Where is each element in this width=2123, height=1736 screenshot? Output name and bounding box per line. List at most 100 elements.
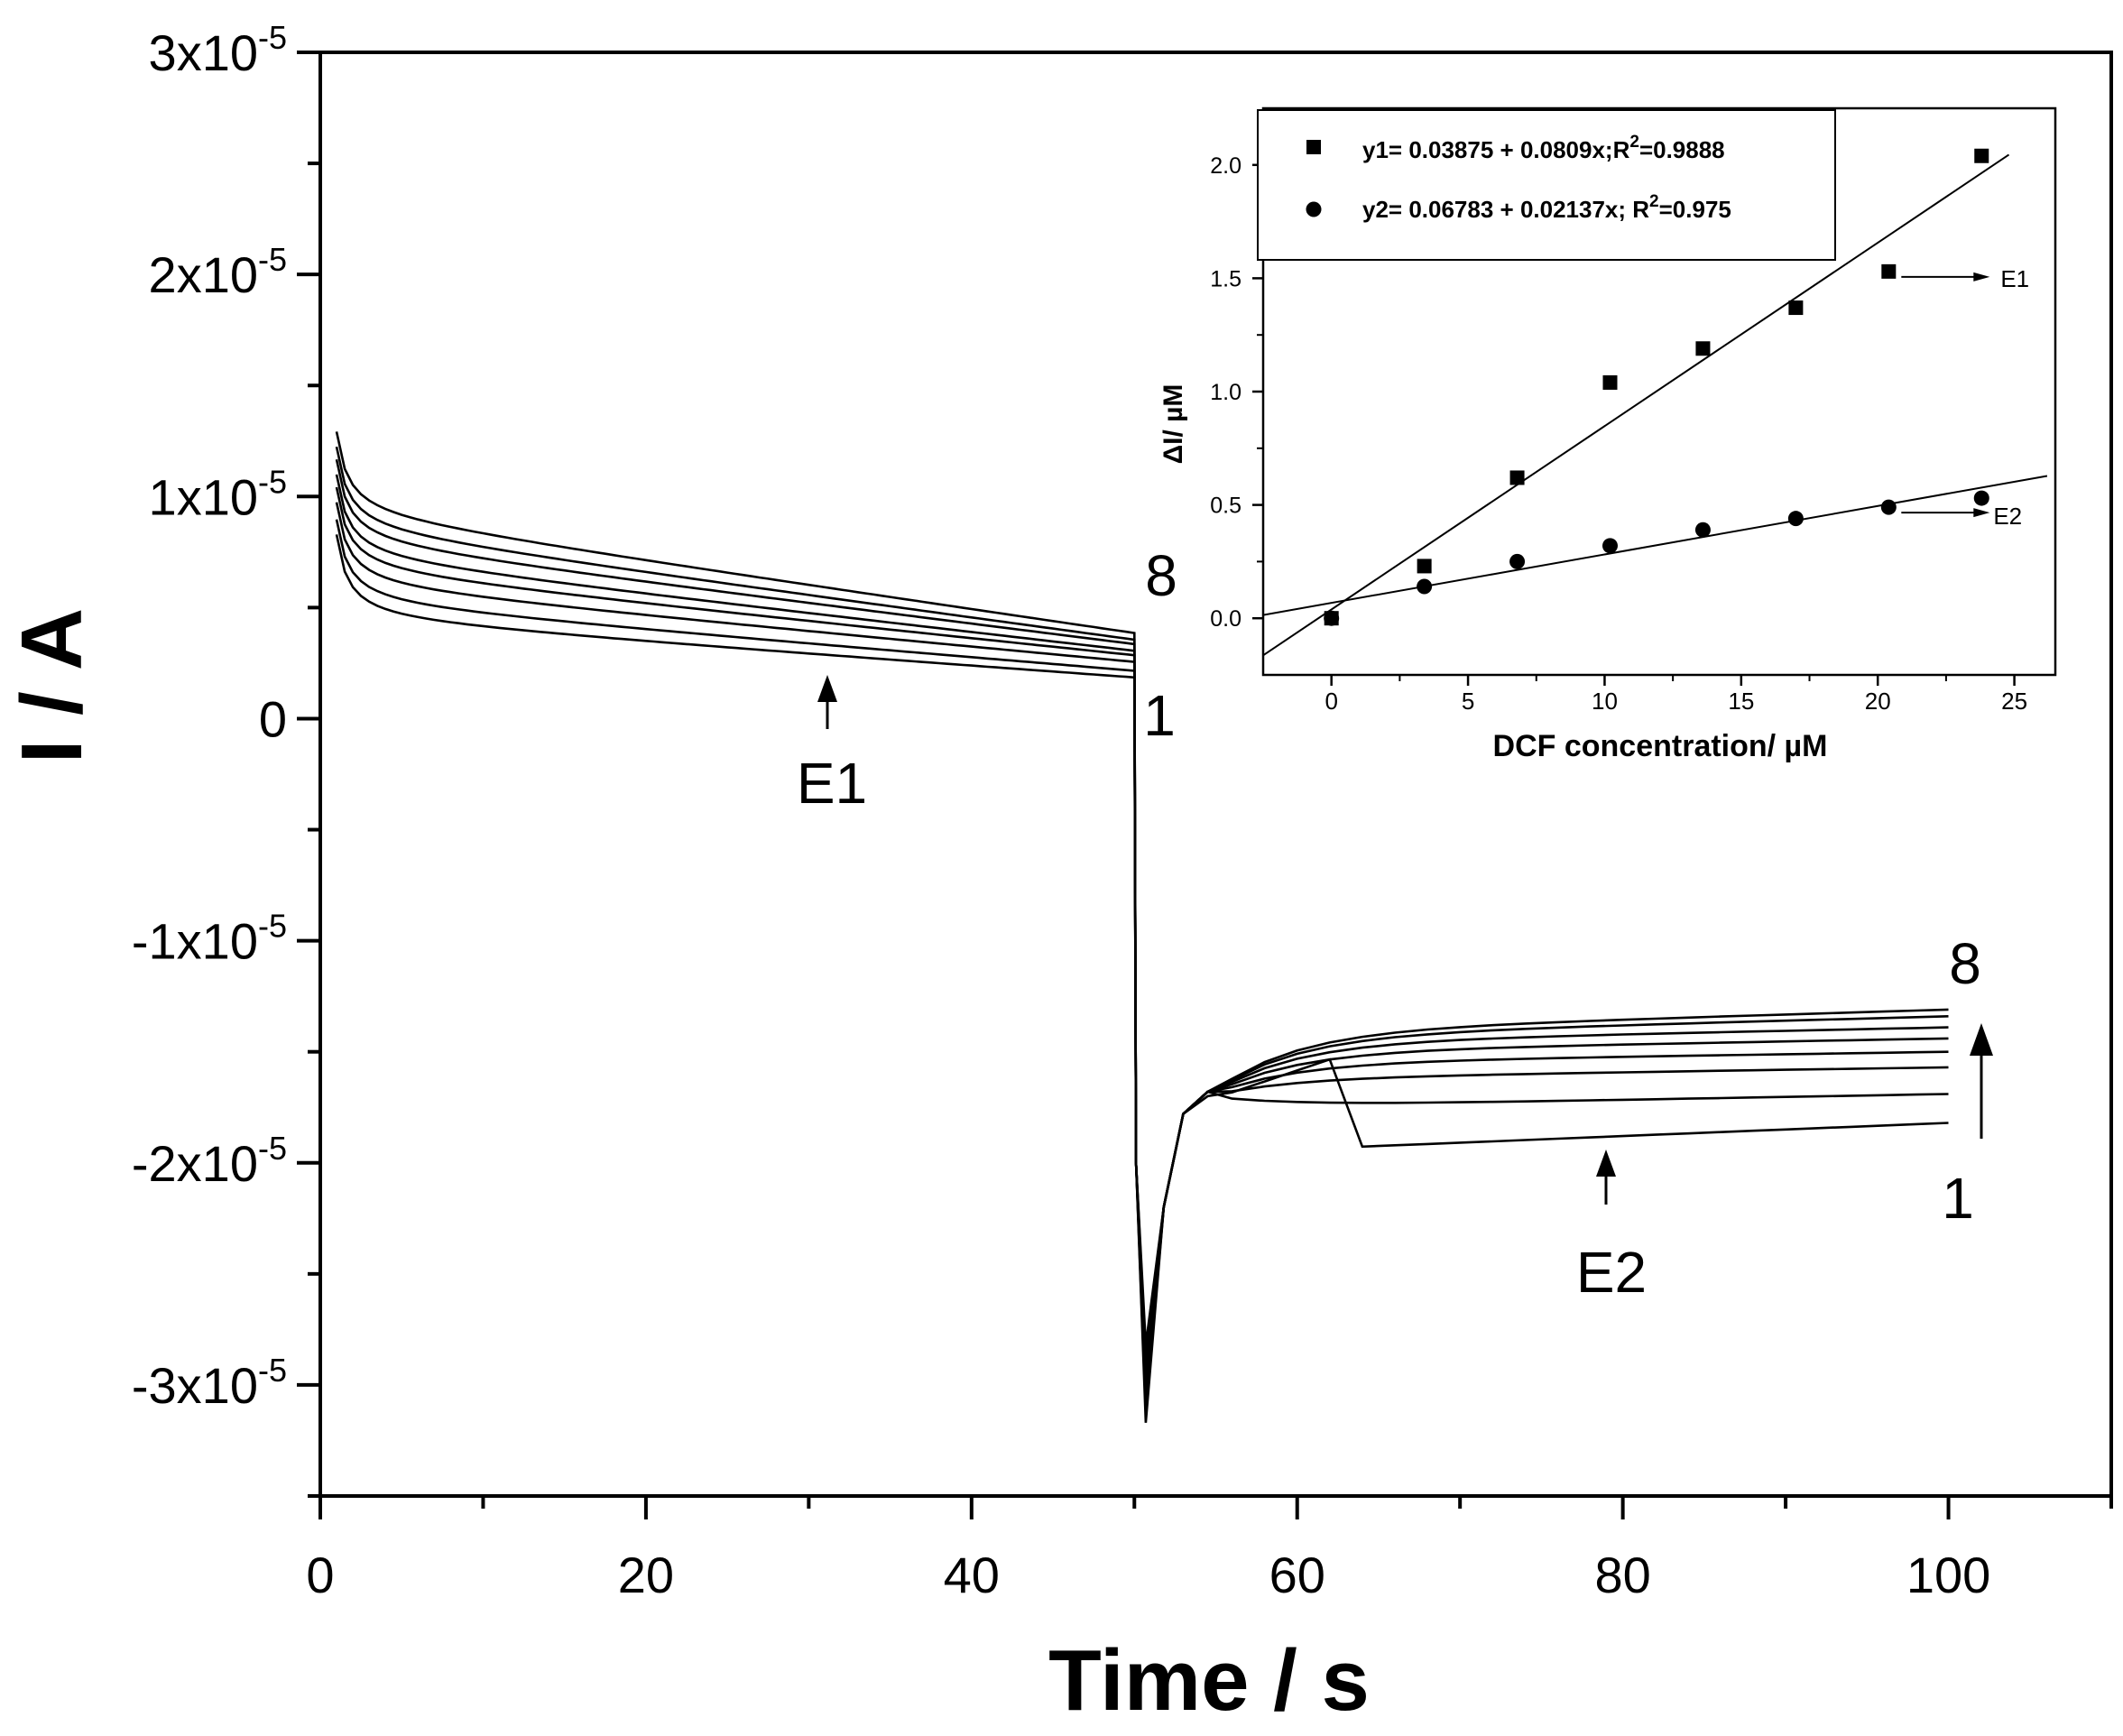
e1-arrow-head xyxy=(817,675,837,702)
x-tick-label: 80 xyxy=(1594,1547,1650,1603)
inset-e1-arrow-head xyxy=(1973,272,1990,282)
current-curve-7 xyxy=(335,446,1949,1357)
y-tick-exponent: -5 xyxy=(258,908,287,945)
y-tick-exponent: -5 xyxy=(258,19,287,56)
y-tick-label: 0 xyxy=(259,690,287,747)
y-tick-mantissa: 0 xyxy=(259,690,287,747)
current-curve-2 xyxy=(335,519,1949,1412)
legend-e2-superscript: 2 xyxy=(1649,192,1659,211)
inset-fit-lines xyxy=(1263,153,2048,657)
point-e2 xyxy=(1602,538,1619,554)
current-curve-3 xyxy=(335,502,1949,1401)
fit-line-e2 xyxy=(1263,475,2048,616)
point-e1 xyxy=(1695,341,1711,356)
y-tick-label: 3x10-5 xyxy=(149,19,287,81)
increase-arrow-head xyxy=(1970,1023,1993,1056)
inset-y-tick-label: 1.0 xyxy=(1210,380,1241,405)
curve-number-1-lower: 1 xyxy=(1942,1166,1974,1231)
current-curve-6 xyxy=(335,458,1949,1368)
current-curve-8 xyxy=(335,431,1949,1345)
e2-label: E2 xyxy=(1576,1240,1647,1305)
legend-e1-label: y1= 0.03875 + 0.0809x;R xyxy=(1362,136,1630,163)
inset-axis-ticks: 0 5 10 15 20 25 0.0 0.5 1.0 1.5 2.0 xyxy=(1210,153,2027,715)
x-tick-label: 100 xyxy=(1906,1547,1990,1603)
curve-number-8-upper: 8 xyxy=(1145,543,1177,608)
inset-x-tick-label: 5 xyxy=(1462,688,1474,715)
x-tick-label: 40 xyxy=(944,1547,1000,1603)
y-tick-exponent: -5 xyxy=(258,241,287,278)
y-tick-exponent: -5 xyxy=(258,463,287,500)
curve-number-1-upper: 1 xyxy=(1143,683,1176,748)
inset-y-tick-label: 0.0 xyxy=(1210,606,1241,632)
legend-e1-superscript: 2 xyxy=(1629,133,1639,152)
current-curve-5 xyxy=(335,474,1949,1379)
point-e2 xyxy=(1324,610,1340,626)
inset-x-tick-label: 25 xyxy=(2001,688,2027,715)
current-curve-4 xyxy=(335,486,1949,1390)
inset-e2-label: E2 xyxy=(1993,503,2022,530)
inset-annotations: E1 E2 xyxy=(1901,265,2029,530)
x-tick-label: 0 xyxy=(306,1547,334,1603)
main-axis-ticks: 0 20 40 60 80 1003x10-52x10-51x10-50-1x10-5-2… xyxy=(132,19,2113,1603)
inset-e2-arrow-head xyxy=(1973,508,1990,518)
point-e2 xyxy=(1694,522,1711,538)
y-tick-label: -3x10-5 xyxy=(132,1352,287,1414)
inset-x-tick-label: 10 xyxy=(1592,688,1618,715)
inset-y-tick-label: 0.5 xyxy=(1210,494,1241,519)
point-e1 xyxy=(1974,148,1989,163)
y-tick-exponent: -5 xyxy=(258,1352,287,1389)
y-tick-label: 1x10-5 xyxy=(149,463,287,525)
inset-e1-label: E1 xyxy=(2000,265,2029,292)
inset-y-tick-label: 1.5 xyxy=(1210,266,1241,291)
inset-x-tick-label: 15 xyxy=(1728,688,1754,715)
x-tick-label: 60 xyxy=(1269,1547,1325,1603)
y-tick-exponent: -5 xyxy=(258,1130,287,1167)
y-tick-mantissa: 2x10 xyxy=(149,246,258,303)
inset-x-axis-title: DCF concentration/ µM xyxy=(1493,729,1828,763)
main-y-axis-title: I / A xyxy=(4,608,100,763)
point-e1 xyxy=(1602,374,1618,390)
point-e2 xyxy=(1973,490,1989,506)
x-tick-label: 20 xyxy=(618,1547,674,1603)
point-e1 xyxy=(1788,300,1804,316)
current-curve-1 xyxy=(335,534,1949,1423)
main-chart: 0 20 40 60 80 1003x10-52x10-51x10-50-1x10-5-2… xyxy=(4,19,2113,1729)
inset-data-points xyxy=(1324,148,1989,626)
inset-chart: 0 5 10 15 20 25 0.0 0.5 1.0 1.5 2.0 E1 E2 y1= 0.038… xyxy=(1158,106,2057,763)
inset-y-tick-label: 2.0 xyxy=(1210,153,1241,179)
legend-e2-label: y2= 0.06783 + 0.02137x; R xyxy=(1362,196,1649,223)
y-tick-label: 2x10-5 xyxy=(149,241,287,303)
inset-y-axis-title: ΔI/ µM xyxy=(1158,384,1188,465)
inset-x-tick-label: 0 xyxy=(1325,688,1337,715)
main-annotations: E1 E2 8 1 8 1 xyxy=(797,543,1993,1305)
y-tick-mantissa: -2x10 xyxy=(132,1135,258,1192)
point-e2 xyxy=(1417,578,1433,595)
point-e1 xyxy=(1881,263,1897,279)
y-tick-mantissa: -1x10 xyxy=(132,913,258,970)
point-e1 xyxy=(1417,559,1432,574)
inset-x-tick-label: 20 xyxy=(1865,688,1891,715)
point-e2 xyxy=(1880,499,1897,515)
e2-arrow-head xyxy=(1596,1150,1616,1177)
point-e2 xyxy=(1787,511,1804,527)
y-tick-mantissa: 3x10 xyxy=(149,24,258,81)
fit-line-e1 xyxy=(1263,153,2010,657)
legend-e2-tail: =0.975 xyxy=(1659,196,1731,223)
legend-e1-tail: =0.9888 xyxy=(1639,136,1725,163)
legend-entry-e2: y2= 0.06783 + 0.02137x; R2=0.975 xyxy=(1362,192,1731,223)
main-x-axis-title: Time / s xyxy=(1048,1632,1370,1729)
curve-number-8-lower: 8 xyxy=(1949,931,1981,996)
legend-box xyxy=(1257,109,1836,261)
inset-legend: y1= 0.03875 + 0.0809x;R2=0.9888 y2= 0.06… xyxy=(1257,109,1836,261)
y-tick-mantissa: 1x10 xyxy=(149,468,258,525)
legend-marker-square xyxy=(1306,140,1321,154)
y-tick-label: -2x10-5 xyxy=(132,1130,287,1192)
main-plot-frame xyxy=(318,51,2113,1498)
point-e2 xyxy=(1509,553,1526,569)
legend-entry-e1: y1= 0.03875 + 0.0809x;R2=0.9888 xyxy=(1362,133,1725,163)
e1-label: E1 xyxy=(797,751,867,816)
y-tick-label: -1x10-5 xyxy=(132,908,287,970)
main-curves xyxy=(335,431,1949,1423)
y-tick-mantissa: -3x10 xyxy=(132,1357,258,1414)
